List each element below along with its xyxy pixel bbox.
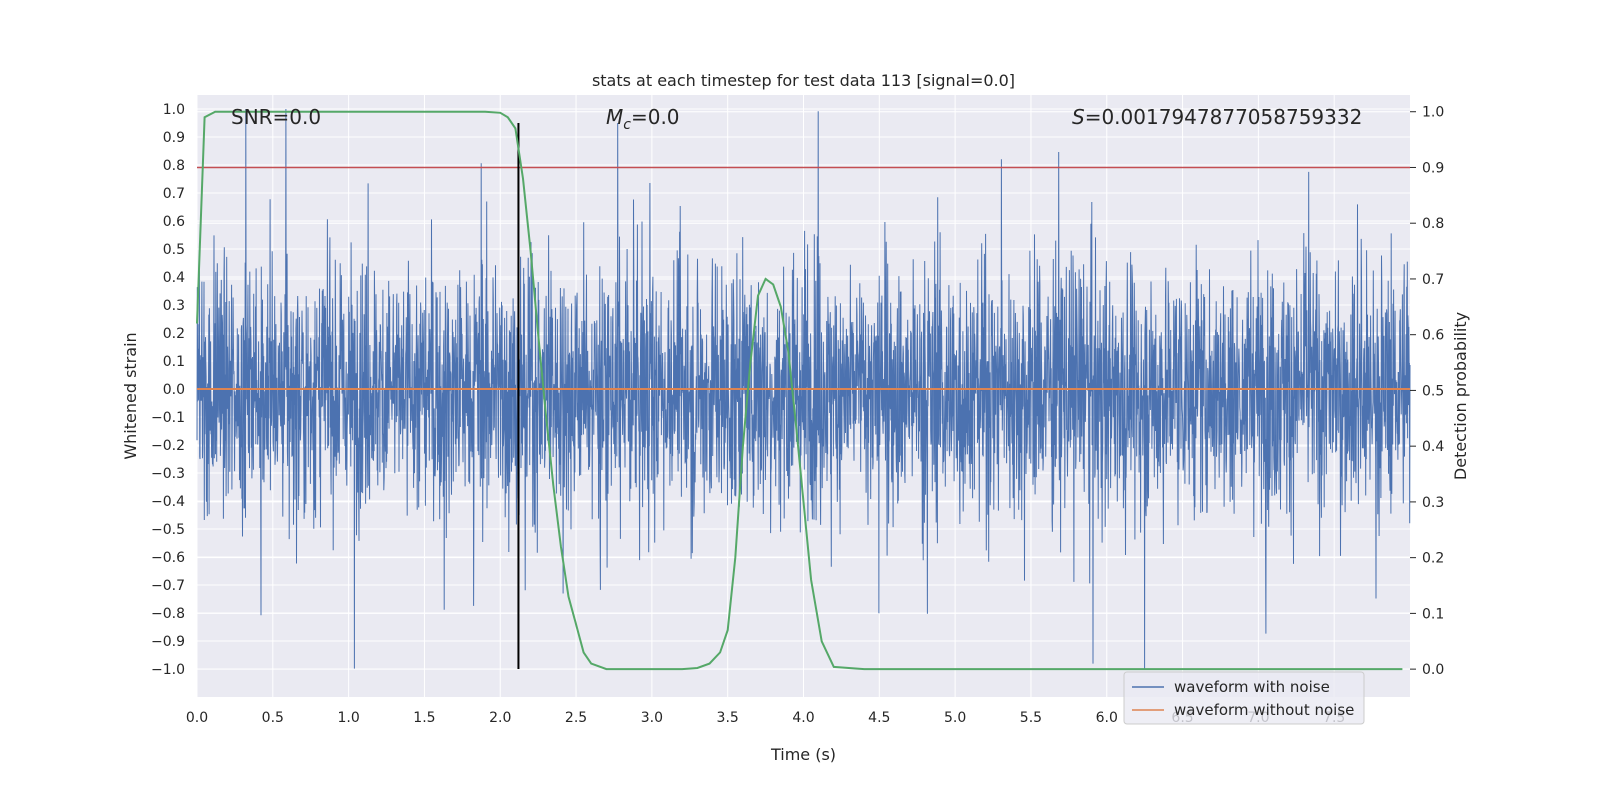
y-tick-label: 0.8: [163, 158, 185, 174]
annotation-mc-symbol: M: [606, 105, 623, 129]
y2-tick-labels: 1.0 0.9 0.8 0.7 0.6 0.5 0.4 0.3 0.2 0.1 0.0: [1410, 105, 1444, 678]
x-axis-label: Time (s): [770, 745, 836, 764]
y-tick-label: −0.1: [151, 410, 185, 426]
series-waveform-with-noise: [196, 108, 1411, 670]
legend-label-clean: waveform without noise: [1174, 701, 1354, 719]
y-tick-labels: 1.0 0.9 0.8 0.7 0.6 0.5 0.4 0.3 0.2 0.1 0.0 −0.1 −0.…: [151, 102, 185, 678]
y-tick-label: 1.0: [163, 102, 185, 118]
y2-tick-label: 0.2: [1422, 551, 1444, 567]
y2-tick-label: 0.5: [1422, 383, 1444, 399]
annotation-s: S=0.0017947877058759332: [1072, 105, 1362, 129]
y-tick-label: −0.4: [151, 494, 185, 510]
y2-tick-label: 0.6: [1422, 328, 1444, 344]
x-tick-label: 1.0: [337, 710, 359, 726]
annotation-mc-subscript: c: [623, 117, 631, 133]
x-tick-label: 4.0: [792, 710, 814, 726]
annotation-s-value: =0.0017947877058759332: [1085, 105, 1363, 129]
x-tick-label: 5.5: [1020, 710, 1042, 726]
y2-tick-label: 0.4: [1422, 439, 1444, 455]
y2-axis-label: Detection probability: [1451, 312, 1470, 480]
y2-tick-label: 1.0: [1422, 105, 1444, 121]
y-tick-label: −0.7: [151, 578, 185, 594]
x-tick-label: 3.0: [641, 710, 663, 726]
y-tick-label: 0.0: [163, 382, 185, 398]
y-tick-label: −0.2: [151, 438, 185, 454]
annotation-mc: Mc=0.0: [606, 105, 680, 133]
x-tick-label: 5.0: [944, 710, 966, 726]
x-tick-label: 4.5: [868, 710, 890, 726]
y-tick-label: −1.0: [151, 662, 185, 678]
series-detection-probability: [196, 110, 1403, 671]
x-tick-labels: 0.00.51.01.52.02.53.03.54.04.55.05.56.06…: [186, 710, 1345, 726]
y-tick-label: −0.5: [151, 522, 185, 538]
y-tick-label: −0.8: [151, 606, 185, 622]
annotation-snr: SNR=0.0: [231, 105, 321, 129]
y2-tick-label: 0.7: [1422, 272, 1444, 288]
x-tick-label: 1.5: [413, 710, 435, 726]
y-tick-label: 0.1: [163, 354, 185, 370]
noise-trace: [196, 108, 1411, 670]
x-tick-label: 3.5: [717, 710, 739, 726]
x-tick-label: 2.0: [489, 710, 511, 726]
x-tick-label: 0.5: [262, 710, 284, 726]
legend: waveform with noise waveform without noi…: [1123, 671, 1365, 725]
x-tick-label: 2.5: [565, 710, 587, 726]
y-tick-label: 0.4: [163, 270, 185, 286]
x-tick-label: 0.0: [186, 710, 208, 726]
probability-trace: [196, 110, 1403, 671]
legend-label-noise: waveform with noise: [1174, 678, 1330, 696]
y-tick-label: −0.3: [151, 466, 185, 482]
y-tick-label: 0.6: [163, 214, 185, 230]
y-axis-label: Whitened strain: [121, 332, 140, 459]
y-tick-label: −0.6: [151, 550, 185, 566]
y-tick-label: 0.7: [163, 186, 185, 202]
y2-tick-label: 0.3: [1422, 495, 1444, 511]
annotation-mc-value: =0.0: [631, 105, 680, 129]
y2-tick-label: 0.9: [1422, 160, 1444, 176]
x-tick-label: 6.0: [1096, 710, 1118, 726]
legend-box: [1123, 671, 1365, 725]
y2-tick-label: 0.1: [1422, 606, 1444, 622]
annotation-s-symbol: S: [1072, 105, 1085, 129]
y-tick-label: 0.9: [163, 130, 185, 146]
y-tick-label: −0.9: [151, 634, 185, 650]
y-tick-label: 0.5: [163, 242, 185, 258]
y-tick-label: 0.3: [163, 298, 185, 314]
y2-tick-label: 0.8: [1422, 216, 1444, 232]
y2-tick-label: 0.0: [1422, 662, 1444, 678]
y-tick-label: 0.2: [163, 326, 185, 342]
chart-title: stats at each timestep for test data 113…: [592, 71, 1015, 90]
